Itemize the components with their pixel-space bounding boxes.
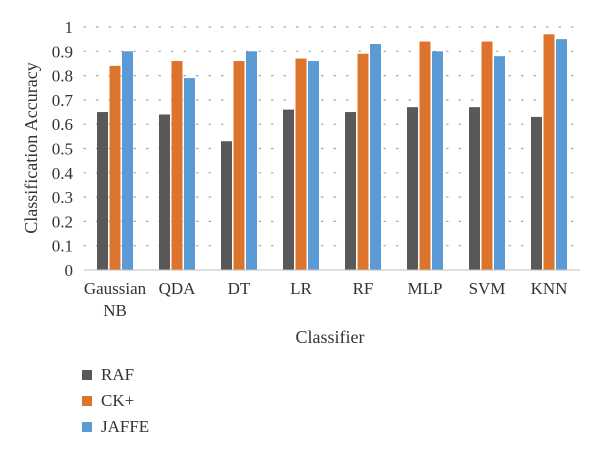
y-tick-label: 0.2 bbox=[52, 212, 73, 231]
legend-item: JAFFE bbox=[82, 414, 149, 440]
bar-ck-2 bbox=[233, 61, 245, 270]
bar-jaffe-7 bbox=[556, 39, 567, 271]
legend-item: RAF bbox=[82, 362, 149, 388]
bar-raf-7 bbox=[531, 116, 542, 270]
bar-ck-3 bbox=[295, 58, 307, 271]
legend-item: CK+ bbox=[82, 388, 149, 414]
x-tick-label-line: KNN bbox=[531, 279, 568, 298]
x-tick-label-line: NB bbox=[103, 301, 127, 320]
bar-raf-4 bbox=[345, 112, 356, 270]
y-axis-label: Classification Accuracy bbox=[21, 62, 41, 233]
y-tick-label: 0.1 bbox=[52, 237, 73, 256]
bar-ck-5 bbox=[419, 41, 431, 270]
bar-jaffe-4 bbox=[370, 44, 381, 271]
legend-label: CK+ bbox=[101, 391, 135, 410]
legend-swatch bbox=[82, 396, 92, 406]
x-tick-label-line: RF bbox=[353, 279, 374, 298]
legend-swatch bbox=[82, 422, 92, 432]
y-tick-label: 0 bbox=[65, 261, 74, 280]
bar-jaffe-0 bbox=[122, 51, 133, 270]
bar-jaffe-6 bbox=[494, 56, 505, 270]
bar-raf-5 bbox=[407, 107, 418, 270]
y-tick-label: 0.6 bbox=[52, 115, 73, 134]
bar-jaffe-1 bbox=[184, 78, 195, 270]
x-tick-label-line: LR bbox=[290, 279, 312, 298]
x-tick-label: MLP bbox=[408, 279, 443, 298]
x-tick-label-line: MLP bbox=[408, 279, 443, 298]
y-tick-label: 0.5 bbox=[52, 140, 73, 159]
gridlines bbox=[83, 26, 581, 247]
x-tick-label-line: QDA bbox=[159, 279, 197, 298]
bar-ck-1 bbox=[171, 61, 183, 270]
x-tick-label-line: DT bbox=[228, 279, 251, 298]
x-tick-label: RF bbox=[353, 279, 374, 298]
x-tick-label: DT bbox=[228, 279, 251, 298]
x-tick-label: Gaussian NB bbox=[84, 279, 147, 320]
x-tick-label: KNN bbox=[531, 279, 568, 298]
y-axis-ticks: 0 0.1 0.2 0.3 0.4 0.5 0.6 0.7 0.8 0.9 1 bbox=[52, 18, 74, 280]
legend-label: RAF bbox=[101, 365, 135, 384]
legend-label: JAFFE bbox=[101, 417, 150, 436]
bar-chart: 0 0.1 0.2 0.3 0.4 0.5 0.6 0.7 0.8 0.9 1 Gaussian NB… bbox=[21, 18, 581, 347]
bar-ck-6 bbox=[481, 41, 493, 270]
x-axis-label: Classifier bbox=[296, 327, 365, 347]
y-tick-label: 0.4 bbox=[52, 164, 74, 183]
x-tick-label-line: Gaussian bbox=[84, 279, 147, 298]
x-tick-label-line: SVM bbox=[469, 279, 506, 298]
x-tick-label: LR bbox=[290, 279, 312, 298]
x-tick-label: SVM bbox=[469, 279, 506, 298]
bar-raf-6 bbox=[469, 107, 480, 270]
legend-swatch bbox=[82, 370, 92, 380]
bar-raf-3 bbox=[283, 109, 294, 271]
legend: RAF CK+ JAFFE bbox=[82, 362, 149, 440]
bar-jaffe-2 bbox=[246, 51, 257, 270]
bar-raf-1 bbox=[159, 114, 170, 270]
bar-jaffe-5 bbox=[432, 51, 443, 270]
bar-jaffe-3 bbox=[308, 61, 319, 270]
x-tick-label: QDA bbox=[159, 279, 197, 298]
y-tick-label: 0.9 bbox=[52, 42, 73, 61]
bar-ck-0 bbox=[109, 65, 121, 270]
x-axis-ticks: Gaussian NB QDA DT LR RF MLP SVM KNN bbox=[84, 279, 568, 320]
y-tick-label: 1 bbox=[65, 18, 74, 37]
bar-ck-7 bbox=[543, 34, 555, 270]
y-tick-label: 0.3 bbox=[52, 188, 73, 207]
bars bbox=[97, 34, 567, 271]
bar-raf-0 bbox=[97, 112, 108, 270]
bar-ck-4 bbox=[357, 53, 369, 271]
y-tick-label: 0.8 bbox=[52, 67, 73, 86]
bar-raf-2 bbox=[221, 141, 232, 270]
y-tick-label: 0.7 bbox=[52, 91, 74, 110]
